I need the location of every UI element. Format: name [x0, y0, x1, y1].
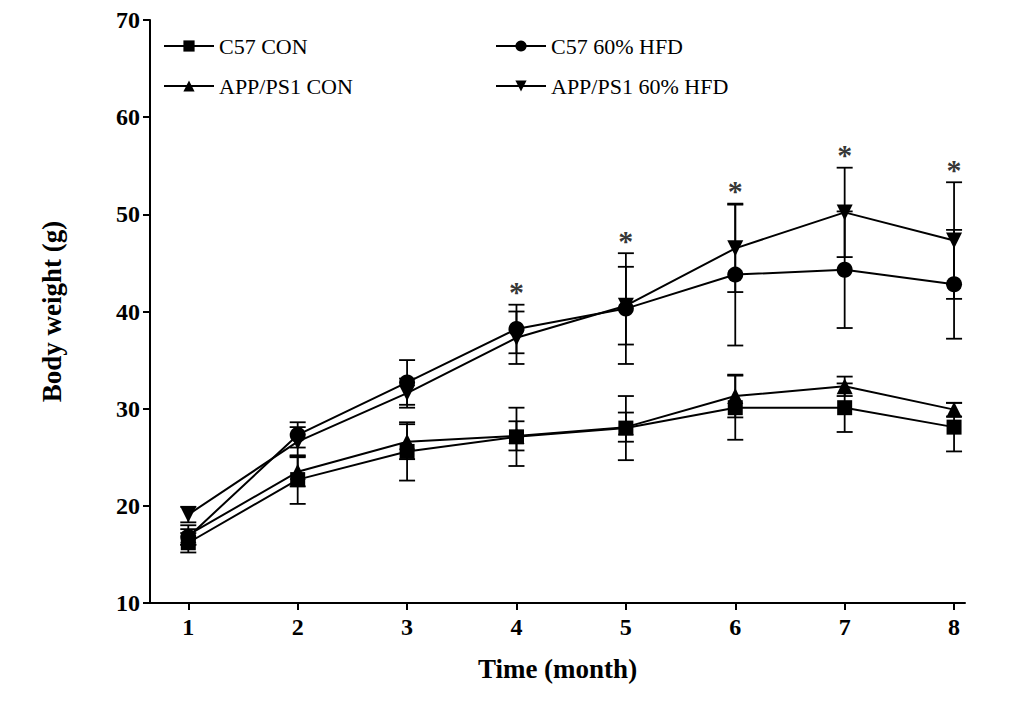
svg-text:10: 10 — [116, 590, 140, 616]
svg-text:5: 5 — [620, 614, 632, 640]
svg-text:4: 4 — [510, 614, 522, 640]
svg-text:8: 8 — [948, 614, 960, 640]
svg-text:1: 1 — [182, 614, 194, 640]
svg-text:Body weight (g): Body weight (g) — [37, 221, 67, 403]
svg-text:*: * — [509, 275, 524, 308]
svg-text:7: 7 — [839, 614, 851, 640]
svg-text:APP/PS1 60% HFD: APP/PS1 60% HFD — [551, 74, 728, 99]
svg-text:*: * — [728, 174, 743, 207]
svg-text:20: 20 — [116, 493, 140, 519]
svg-text:Time (month): Time (month) — [478, 654, 637, 684]
svg-text:*: * — [837, 138, 852, 171]
svg-text:70: 70 — [116, 7, 140, 33]
svg-text:*: * — [947, 153, 962, 186]
svg-text:3: 3 — [401, 614, 413, 640]
svg-text:C57 60% HFD: C57 60% HFD — [551, 34, 683, 59]
svg-text:60: 60 — [116, 104, 140, 130]
svg-text:APP/PS1 CON: APP/PS1 CON — [219, 74, 353, 99]
svg-text:*: * — [618, 224, 633, 257]
svg-text:6: 6 — [729, 614, 741, 640]
svg-text:40: 40 — [116, 299, 140, 325]
svg-text:30: 30 — [116, 396, 140, 422]
svg-text:50: 50 — [116, 201, 140, 227]
svg-text:2: 2 — [292, 614, 304, 640]
svg-text:C57 CON: C57 CON — [219, 34, 308, 59]
